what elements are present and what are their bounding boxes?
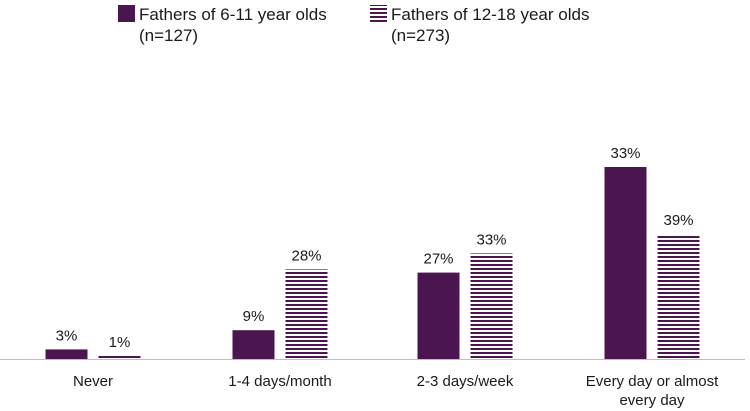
data-label-series-1-cat-4: 33%	[610, 145, 640, 162]
bar-series-1-cat-2	[232, 330, 275, 359]
data-label-series-2-cat-3: 33%	[476, 231, 506, 248]
data-label-series-2-cat-2: 28%	[291, 247, 321, 264]
x-tick-label-1: Never	[73, 373, 113, 390]
bar-series-2-cat-2	[285, 269, 328, 359]
legend-label-2-line-2: (n=273)	[391, 26, 450, 45]
legend-label-2-line-1: Fathers of 12-18 year olds	[391, 5, 589, 24]
legend: Fathers of 6-11 year olds (n=127) Fathers …	[118, 5, 589, 45]
legend-label-1-line-1: Fathers of 6-11 year olds	[139, 5, 327, 24]
bars: 3% 1% 9% 28% 27% 33% 33% 39%	[45, 145, 700, 359]
legend-swatch-1	[118, 5, 135, 22]
x-tick-label-2: 1-4 days/month	[228, 373, 331, 390]
legend-swatch-2	[370, 5, 387, 22]
data-label-series-1-cat-2: 9%	[243, 308, 265, 325]
bar-series-2-cat-4	[657, 234, 700, 359]
x-axis: Never 1-4 days/month 2-3 days/week Every da…	[0, 359, 745, 409]
bar-series-2-cat-3	[470, 253, 513, 359]
data-label-series-2-cat-1: 1%	[109, 334, 131, 351]
bar-series-2-cat-1	[98, 355, 141, 359]
bar-series-1-cat-4	[604, 167, 647, 359]
x-tick-label-3: 2-3 days/week	[417, 373, 514, 390]
bar-series-1-cat-1	[45, 349, 88, 359]
x-tick-label-4-line-1: Every day or almost	[586, 373, 719, 390]
data-label-series-2-cat-4: 39%	[663, 212, 693, 229]
legend-label-1-line-2: (n=127)	[139, 26, 198, 45]
data-label-series-1-cat-3: 27%	[423, 251, 453, 268]
data-label-series-1-cat-1: 3%	[56, 327, 78, 344]
bar-series-1-cat-3	[417, 272, 460, 359]
x-tick-label-4-line-2: every day	[619, 392, 685, 409]
